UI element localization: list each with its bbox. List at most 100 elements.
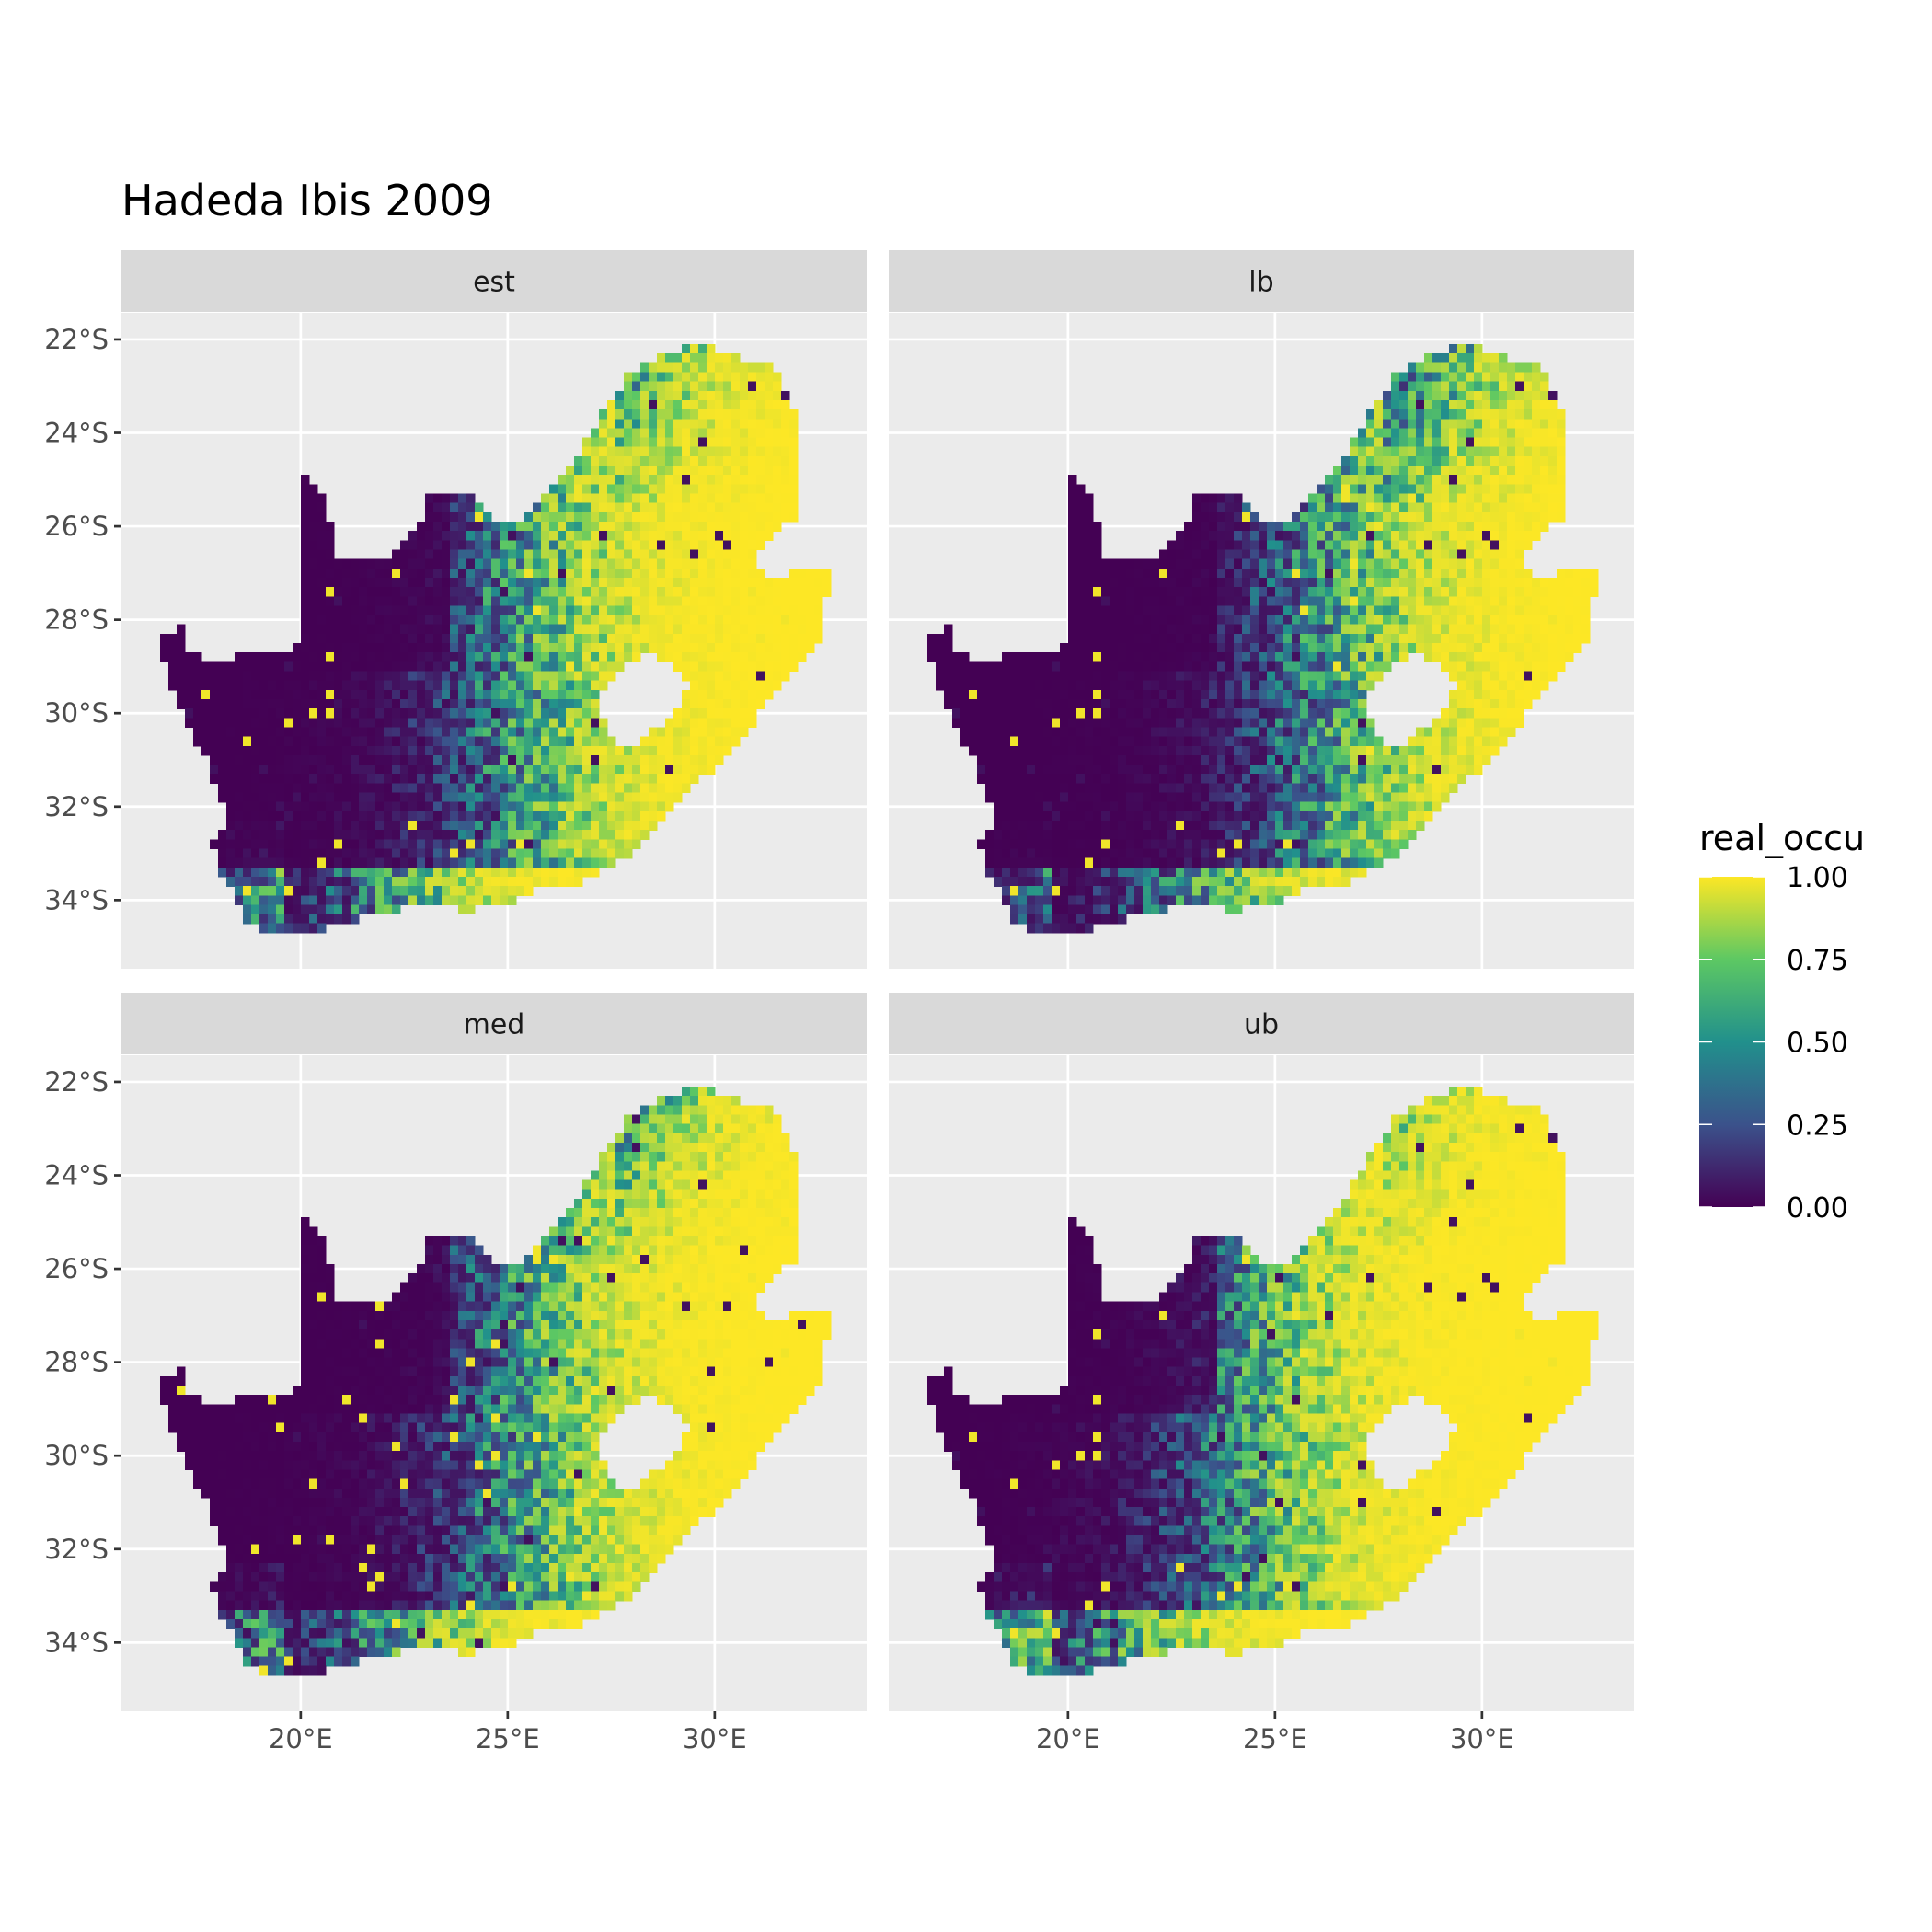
- raster-cell: [1489, 624, 1500, 635]
- raster-cell: [689, 765, 699, 775]
- raster-cell: [1034, 671, 1044, 682]
- raster-cell: [681, 671, 691, 682]
- raster-cell: [581, 596, 592, 607]
- raster-cell: [1092, 558, 1102, 569]
- raster-cell: [673, 381, 683, 392]
- raster-cell: [1167, 540, 1177, 551]
- raster-cell: [822, 577, 832, 588]
- raster-cell: [1059, 765, 1069, 775]
- raster-cell: [606, 455, 616, 466]
- raster-cell: [341, 680, 351, 691]
- raster-cell: [1241, 577, 1251, 588]
- raster-cell: [1282, 558, 1293, 569]
- raster-cell: [325, 886, 335, 896]
- raster-cell: [1365, 671, 1375, 682]
- raster-cell: [1200, 736, 1210, 747]
- raster-cell: [1084, 652, 1094, 662]
- raster-cell: [780, 652, 790, 662]
- raster-cell: [573, 652, 583, 662]
- raster-cell: [499, 774, 509, 784]
- raster-cell: [391, 774, 401, 784]
- raster-cell: [1473, 652, 1483, 662]
- raster-cell: [482, 605, 492, 616]
- raster-cell: [1191, 577, 1202, 588]
- raster-cell: [441, 830, 451, 840]
- raster-cell: [1365, 455, 1375, 466]
- raster-cell: [275, 727, 285, 738]
- raster-cell: [656, 765, 666, 775]
- raster-cell: [1448, 633, 1458, 644]
- raster-cell: [1075, 699, 1086, 709]
- raster-cell: [1514, 708, 1524, 719]
- raster-cell: [664, 484, 674, 495]
- raster-cell: [1340, 531, 1351, 541]
- raster-cell: [557, 821, 567, 831]
- raster-cell: [1374, 466, 1384, 476]
- raster-cell: [1398, 633, 1409, 644]
- raster-cell: [391, 857, 401, 868]
- raster-cell: [706, 549, 716, 560]
- raster-cell: [325, 765, 335, 775]
- raster-cell: [1547, 446, 1558, 457]
- raster-cell: [1225, 680, 1235, 691]
- raster-cell: [1539, 493, 1549, 504]
- raster-cell: [515, 568, 525, 579]
- raster-cell: [615, 848, 625, 859]
- raster-cell: [951, 718, 961, 729]
- raster-cell: [739, 362, 749, 374]
- raster-cell: [482, 522, 492, 532]
- raster-cell: [217, 680, 227, 691]
- raster-cell: [1266, 708, 1276, 719]
- raster-cell: [1481, 549, 1491, 560]
- raster-cell: [656, 372, 666, 383]
- raster-cell: [515, 848, 525, 859]
- raster-cell: [548, 633, 558, 644]
- raster-cell: [1589, 587, 1599, 597]
- raster-cell: [275, 792, 285, 803]
- raster-cell: [590, 605, 600, 616]
- raster-cell: [1133, 615, 1144, 626]
- raster-cell: [432, 615, 443, 626]
- raster-cell: [1407, 475, 1417, 485]
- raster-cell: [673, 661, 683, 673]
- raster-cell: [399, 727, 409, 738]
- raster-cell: [283, 904, 293, 915]
- raster-cell: [1523, 502, 1533, 513]
- raster-cell: [540, 624, 550, 635]
- raster-cell: [358, 643, 368, 653]
- raster-cell: [424, 736, 434, 747]
- raster-cell: [540, 727, 550, 738]
- raster-cell: [1274, 624, 1284, 635]
- raster-cell: [1274, 718, 1284, 729]
- raster-cell: [1258, 652, 1268, 662]
- raster-cell: [399, 821, 409, 831]
- raster-cell: [391, 549, 401, 560]
- raster-cell: [201, 671, 211, 682]
- raster-cell: [1481, 568, 1491, 579]
- raster-cell: [523, 857, 534, 868]
- raster-cell: [1324, 484, 1334, 495]
- raster-cell: [1523, 605, 1533, 616]
- raster-cell: [573, 848, 583, 859]
- raster-cell: [225, 727, 236, 738]
- raster-cell: [606, 577, 616, 588]
- raster-cell: [358, 689, 368, 700]
- raster-cell: [664, 577, 674, 588]
- raster-cell: [1125, 736, 1135, 747]
- raster-cell: [1332, 531, 1342, 541]
- raster-cell: [1523, 661, 1533, 673]
- raster-cell: [449, 522, 459, 532]
- raster-cell: [639, 558, 650, 569]
- raster-cell: [1067, 652, 1077, 662]
- raster-cell: [341, 867, 351, 878]
- raster-cell: [623, 754, 633, 765]
- raster-cell: [391, 680, 401, 691]
- raster-cell: [1498, 558, 1508, 569]
- raster-cell: [1432, 446, 1442, 457]
- raster-cell: [664, 568, 674, 579]
- raster-cell: [1539, 502, 1549, 513]
- raster-cell: [548, 502, 558, 513]
- raster-cell: [267, 830, 277, 840]
- raster-cell: [275, 671, 285, 682]
- raster-cell: [333, 895, 343, 906]
